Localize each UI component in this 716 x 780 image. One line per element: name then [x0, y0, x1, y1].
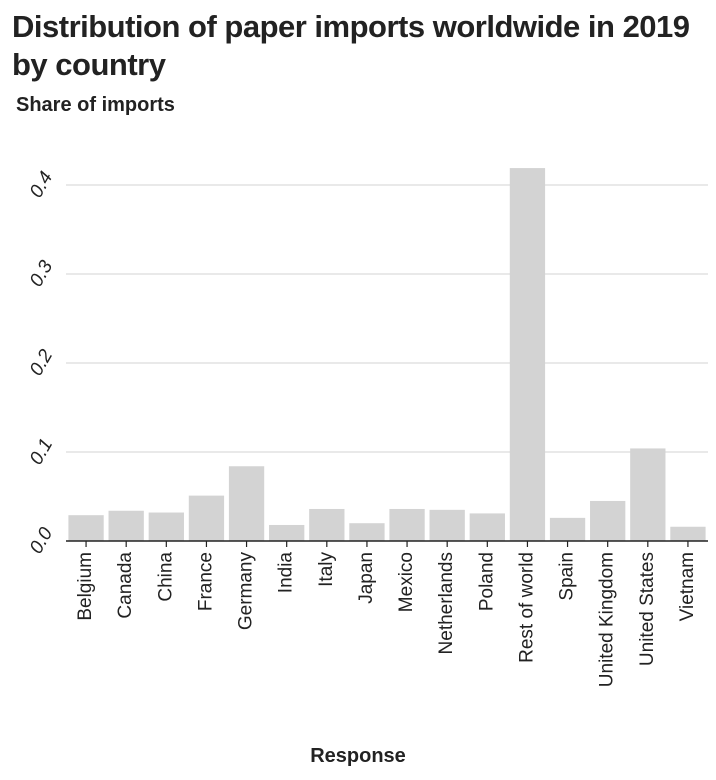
y-tick-label: 0.4: [26, 168, 57, 201]
x-tick-label: France: [195, 552, 216, 611]
x-axis-label: Response: [310, 745, 406, 767]
x-tick-label: Belgium: [75, 552, 96, 621]
bar: [108, 510, 144, 541]
grid-lines: [66, 184, 708, 453]
bar: [349, 523, 385, 541]
y-tick-label: 0.2: [26, 346, 58, 380]
x-tick-label: Vietnam: [677, 552, 698, 621]
bar: [549, 517, 586, 541]
x-tick-label: Japan: [356, 552, 377, 604]
bar: [630, 448, 666, 541]
x-tick-label: Spain: [557, 552, 578, 601]
x-tick-label: United States: [637, 552, 658, 666]
bar: [429, 509, 465, 541]
bar: [509, 168, 546, 541]
x-tick-label: Netherlands: [436, 552, 457, 654]
y-tick-labels: 0.0 0.1 0.2 0.3 0.4: [26, 168, 58, 557]
bar: [389, 508, 425, 541]
bar: [469, 513, 505, 541]
x-tick-label: Germany: [236, 552, 257, 631]
chart-title: Distribution of paper imports worldwide …: [12, 9, 690, 82]
bar: [228, 466, 265, 541]
bar: [188, 495, 225, 541]
x-tick-label: India: [276, 552, 297, 594]
y-tick-label: 0.1: [26, 435, 57, 468]
x-tick-label: Poland: [476, 552, 497, 611]
x-tick-label: Rest of world: [516, 552, 537, 663]
x-tick-label: United Kingdom: [597, 552, 618, 687]
bar: [148, 512, 184, 541]
x-tick-label: Canada: [115, 552, 136, 619]
bar: [68, 515, 104, 541]
bars: [68, 168, 706, 547]
y-tick-label: 0.3: [26, 257, 58, 291]
x-tick-label: China: [155, 552, 176, 602]
x-tick-label: Mexico: [396, 552, 417, 612]
y-tick-label: 0.0: [26, 524, 58, 558]
bar: [269, 524, 305, 541]
y-axis-label: Share of imports: [16, 94, 175, 116]
x-tick-label: Italy: [316, 552, 337, 587]
bar: [309, 508, 345, 541]
bar: [590, 500, 626, 541]
bar: [670, 526, 706, 541]
x-tick-labels: Belgium Canada China France Germany India Ital…: [75, 552, 698, 688]
